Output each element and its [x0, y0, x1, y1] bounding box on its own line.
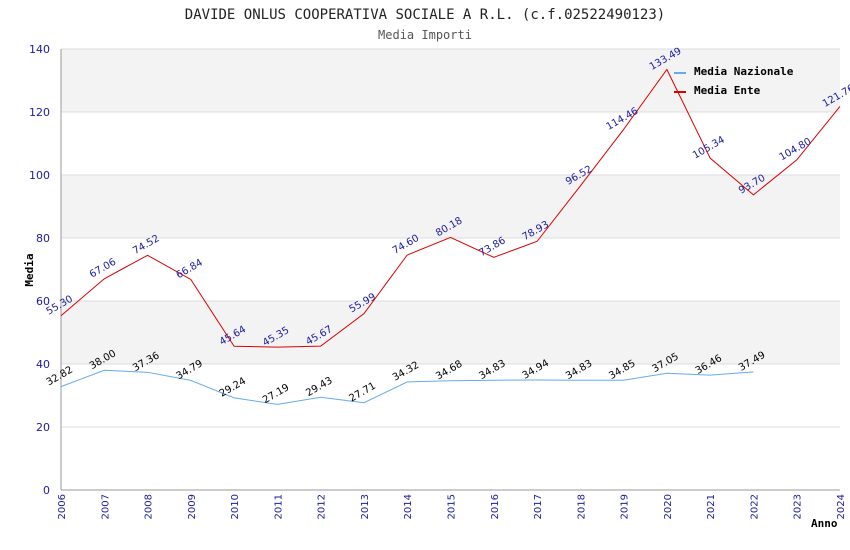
x-tick-labels: 2006 2007 2008 2009 2010 2011 2012 2013 2014 2015… — [57, 494, 847, 519]
x-axis-label: Anno — [811, 517, 838, 530]
x-tick-label: 2017 — [533, 494, 544, 519]
data-label: 29.24 — [218, 376, 248, 400]
data-label: 67.06 — [88, 257, 118, 281]
y-tick-label: 0 — [43, 484, 50, 497]
x-tick-label: 2009 — [187, 494, 198, 519]
x-tick-label: 2018 — [576, 494, 587, 519]
y-tick-label: 60 — [36, 295, 50, 308]
data-label: 73.86 — [477, 235, 507, 259]
band — [61, 301, 840, 364]
series-line-media-ente — [60, 68, 841, 348]
data-label: 66.84 — [174, 257, 204, 281]
x-tick-label: 2012 — [317, 494, 328, 519]
legend-item-media-ente: Media Ente — [674, 84, 761, 97]
x-tick-label: 2011 — [273, 494, 284, 519]
y-tick-label: 80 — [36, 232, 50, 245]
y-tick-label: 120 — [29, 106, 50, 119]
y-tick-label: 100 — [29, 169, 50, 182]
legend: Media Nazionale Media Ente — [674, 65, 794, 97]
x-tick-label: 2022 — [749, 494, 760, 519]
x-tick-label: 2006 — [57, 494, 68, 519]
legend-item-media-nazionale: Media Nazionale — [674, 65, 794, 78]
y-axis-label: Media — [23, 253, 36, 286]
x-tick-label: 2016 — [490, 494, 501, 519]
legend-label-media-nazionale: Media Nazionale — [694, 65, 794, 78]
x-tick-label: 2020 — [663, 494, 674, 519]
x-tick-label: 2008 — [144, 494, 155, 519]
x-tick-label: 2023 — [793, 494, 804, 519]
data-label: 105.34 — [691, 135, 727, 162]
x-tick-label: 2014 — [403, 494, 414, 519]
x-tick-label: 2015 — [447, 494, 458, 519]
data-label: 29.43 — [304, 375, 334, 399]
data-label: 104.80 — [778, 136, 814, 163]
background-bands — [61, 49, 840, 364]
band — [61, 49, 840, 112]
chart-title: DAVIDE ONLUS COOPERATIVA SOCIALE A R.L. … — [185, 7, 665, 23]
y-tick-labels: 0 20 40 60 80 100 120 140 — [29, 43, 50, 497]
x-tick-label: 2013 — [360, 494, 371, 519]
x-tick-label: 2007 — [100, 494, 111, 519]
x-tick-label: 2024 — [836, 494, 847, 519]
series-lines — [60, 68, 841, 405]
series-line-media-nazionale — [60, 369, 754, 405]
x-tick-label: 2019 — [620, 494, 631, 519]
legend-label-media-ente: Media Ente — [694, 84, 761, 97]
y-tick-label: 20 — [36, 421, 50, 434]
band — [61, 175, 840, 238]
data-label: 27.71 — [348, 381, 378, 405]
x-tick-label: 2010 — [230, 494, 241, 519]
y-tick-label: 140 — [29, 43, 50, 56]
x-tick-label: 2021 — [706, 494, 717, 519]
y-tick-label: 40 — [36, 358, 50, 371]
chart-subtitle: Media Importi — [378, 28, 472, 42]
